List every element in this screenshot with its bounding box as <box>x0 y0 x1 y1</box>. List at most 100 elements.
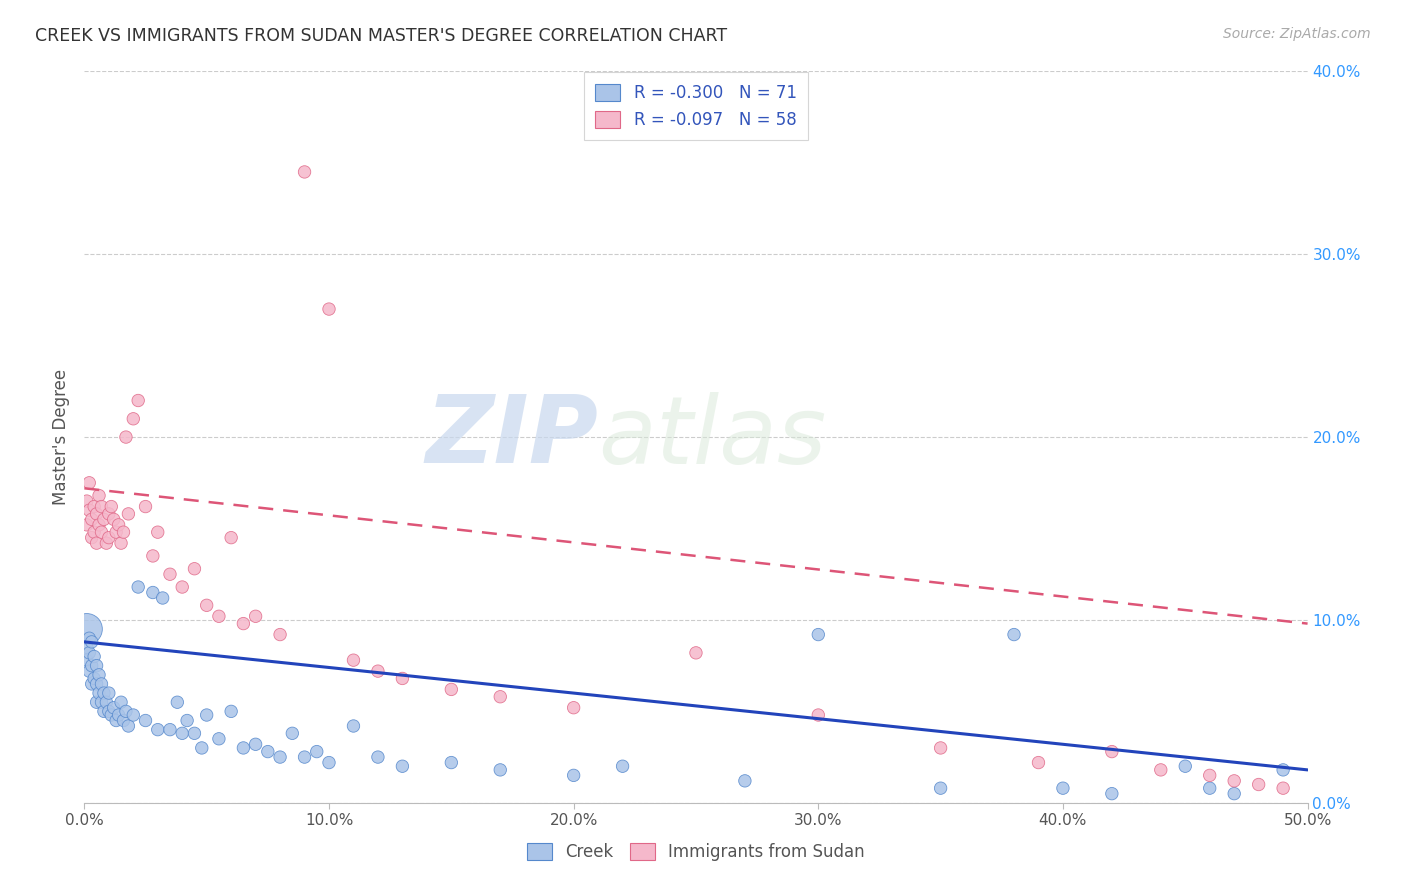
Point <box>97 705 120 719</box>
Point <box>87 686 110 700</box>
Point <box>489 763 512 777</box>
Point <box>734 773 756 788</box>
Point <box>93 686 115 700</box>
Point <box>100 500 122 514</box>
Point <box>342 719 364 733</box>
Point <box>305 745 328 759</box>
Point <box>318 756 340 770</box>
Point <box>183 726 205 740</box>
Point <box>929 781 952 796</box>
Point <box>208 731 231 746</box>
Point <box>117 507 139 521</box>
Point <box>208 609 231 624</box>
Point <box>77 664 100 678</box>
Point <box>105 714 128 728</box>
Point <box>146 525 169 540</box>
Point <box>112 714 135 728</box>
Point <box>367 664 389 678</box>
Point <box>1272 763 1295 777</box>
Point <box>232 740 254 755</box>
Point <box>183 562 205 576</box>
Point <box>1028 756 1050 770</box>
Point <box>117 719 139 733</box>
Point <box>1150 763 1173 777</box>
Point <box>87 517 110 532</box>
Point <box>76 653 98 667</box>
Point <box>159 567 181 582</box>
Point <box>294 165 316 179</box>
Point <box>77 632 100 646</box>
Point <box>87 667 110 681</box>
Point <box>76 640 98 655</box>
Point <box>80 677 103 691</box>
Point <box>1052 781 1074 796</box>
Point <box>122 412 145 426</box>
Point <box>112 525 135 540</box>
Point <box>1101 787 1123 801</box>
Point <box>807 708 830 723</box>
Point <box>93 512 115 526</box>
Point <box>77 646 100 660</box>
Point <box>1101 745 1123 759</box>
Point <box>281 726 304 740</box>
Point <box>245 737 267 751</box>
Point <box>219 531 242 545</box>
Point <box>77 475 100 490</box>
Point <box>86 507 108 521</box>
Point <box>391 672 413 686</box>
Point <box>142 549 165 563</box>
Point <box>83 500 105 514</box>
Point <box>110 695 132 709</box>
Point <box>83 649 105 664</box>
Point <box>391 759 413 773</box>
Point <box>96 695 118 709</box>
Point <box>86 695 108 709</box>
Point <box>115 430 138 444</box>
Point <box>80 512 103 526</box>
Point <box>142 585 165 599</box>
Point <box>87 489 110 503</box>
Point <box>115 705 138 719</box>
Point <box>219 705 242 719</box>
Point <box>146 723 169 737</box>
Point <box>562 700 585 714</box>
Point <box>929 740 952 755</box>
Point <box>135 714 157 728</box>
Point <box>166 695 188 709</box>
Point <box>1223 773 1246 788</box>
Text: ZIP: ZIP <box>425 391 598 483</box>
Point <box>489 690 512 704</box>
Point <box>257 745 280 759</box>
Point <box>103 700 125 714</box>
Point <box>86 677 108 691</box>
Point <box>612 759 634 773</box>
Point <box>90 695 112 709</box>
Point <box>76 517 98 532</box>
Point <box>127 580 149 594</box>
Point <box>685 646 707 660</box>
Point <box>1198 768 1220 782</box>
Point <box>440 756 463 770</box>
Point <box>105 525 128 540</box>
Point <box>1198 781 1220 796</box>
Point <box>232 616 254 631</box>
Point <box>1223 787 1246 801</box>
Point <box>86 658 108 673</box>
Text: atlas: atlas <box>598 392 827 483</box>
Point <box>107 708 129 723</box>
Point <box>367 750 389 764</box>
Point <box>195 599 218 613</box>
Point <box>76 622 98 636</box>
Point <box>80 635 103 649</box>
Point <box>269 750 291 764</box>
Point <box>1174 759 1197 773</box>
Point <box>152 591 174 605</box>
Point <box>172 580 194 594</box>
Point <box>176 714 198 728</box>
Point <box>90 677 112 691</box>
Point <box>100 708 122 723</box>
Point <box>1247 778 1270 792</box>
Point <box>342 653 364 667</box>
Point <box>97 686 120 700</box>
Point <box>127 393 149 408</box>
